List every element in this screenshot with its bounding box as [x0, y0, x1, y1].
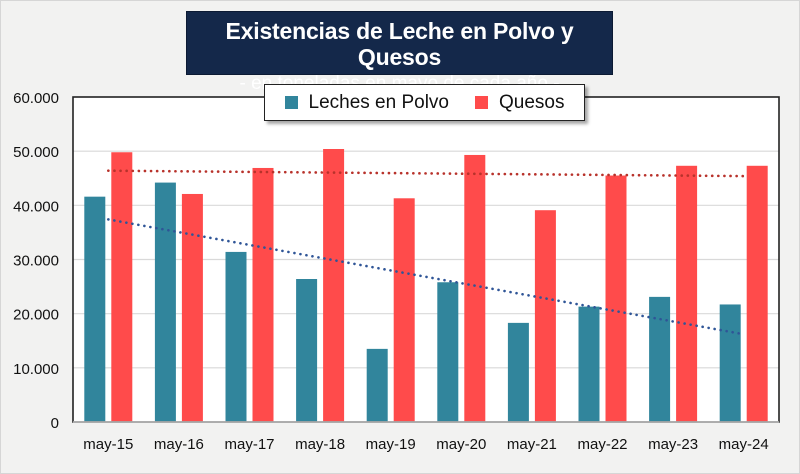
x-tick-label: may-18	[295, 436, 345, 453]
bar-leches	[719, 304, 741, 422]
bar-quesos	[534, 210, 556, 422]
bar-leches	[366, 348, 388, 422]
y-tick-label: 60.000	[13, 90, 59, 107]
x-tick-label: may-21	[507, 436, 557, 453]
bar-leches	[84, 196, 106, 422]
x-tick-label: may-20	[436, 436, 486, 453]
bar-quesos	[746, 165, 768, 422]
legend: Leches en Polvo Quesos	[264, 84, 585, 121]
trendline-quesos	[107, 169, 746, 178]
trendline-leches	[107, 218, 746, 336]
bar-leches	[296, 279, 318, 422]
bar-quesos	[393, 198, 415, 422]
y-tick-label: 10.000	[13, 361, 59, 378]
bar-leches	[225, 251, 247, 422]
x-tick-label: may-22	[577, 436, 627, 453]
bar-quesos	[605, 175, 627, 422]
chart-title: Existencias de Leche en Polvo y Quesos	[225, 18, 574, 70]
bars	[84, 149, 768, 423]
bar-leches	[437, 282, 459, 422]
bar-leches	[154, 182, 176, 422]
chart-title-box: Existencias de Leche en Polvo y Quesos -…	[186, 11, 613, 94]
bar-leches	[578, 306, 600, 422]
legend-label-quesos: Quesos	[499, 91, 565, 113]
bar-quesos	[252, 167, 274, 422]
y-tick-label: 30.000	[13, 253, 59, 270]
y-tick-label: 20.000	[13, 307, 59, 324]
trendlines	[107, 169, 746, 336]
y-tick-label: 50.000	[13, 144, 59, 161]
y-tick-label: 0	[51, 415, 59, 432]
bar-quesos	[676, 165, 698, 422]
bar-quesos	[111, 152, 133, 422]
legend-label-leches: Leches en Polvo	[308, 91, 450, 113]
bar-quesos	[323, 149, 345, 422]
bar-leches	[507, 322, 529, 422]
x-tick-label: may-23	[648, 436, 698, 453]
y-tick-label: 40.000	[13, 198, 59, 215]
x-tick-label: may-19	[366, 436, 416, 453]
bar-quesos	[181, 193, 203, 422]
y-tick-labels: 0 10.000 20.000 30.000 40.000 50.000 60.000	[13, 90, 59, 432]
x-tick-label: may-15	[83, 436, 133, 453]
x-tick-label: may-24	[719, 436, 769, 453]
legend-item-quesos: Quesos	[475, 92, 564, 114]
bar-quesos	[464, 154, 486, 423]
legend-swatch-leches	[284, 96, 298, 109]
x-tick-label: may-17	[224, 436, 274, 453]
x-tick-label: may-16	[154, 436, 204, 453]
x-tick-labels: may-15 may-16 may-17 may-18 may-19 may-20 may-…	[83, 436, 768, 453]
legend-swatch-quesos	[475, 96, 488, 109]
legend-item-leches: Leches en Polvo	[284, 91, 450, 114]
bar-leches	[649, 296, 671, 422]
